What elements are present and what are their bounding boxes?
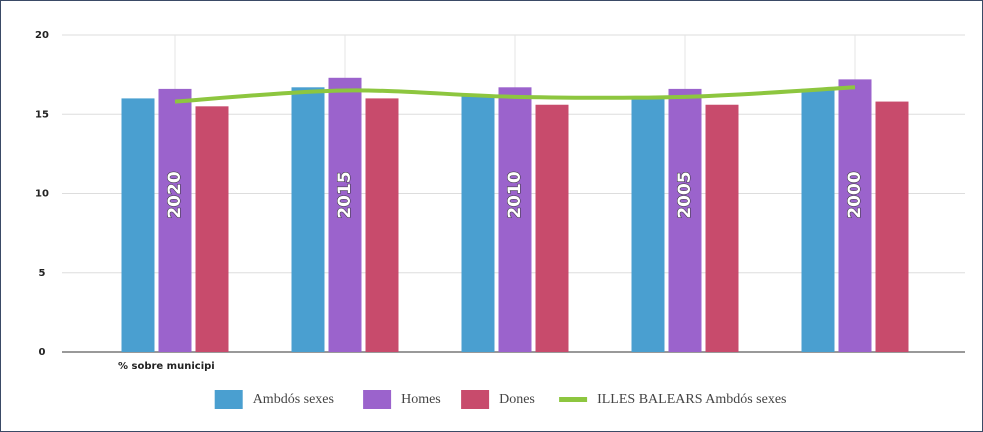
bar	[838, 79, 872, 352]
bar	[498, 87, 532, 353]
bar	[631, 96, 665, 352]
x-axis-label: % sobre municipi	[118, 361, 215, 372]
bar	[121, 98, 155, 353]
category-label: 2015	[335, 171, 355, 218]
bar	[365, 98, 399, 353]
bar	[875, 101, 909, 352]
category-label: 2000	[845, 171, 865, 218]
bar	[195, 106, 229, 352]
y-tick-label: 10	[35, 189, 49, 200]
bar	[668, 88, 702, 352]
line	[174, 85, 856, 104]
legend-label: Dones	[499, 392, 535, 407]
category-label: 2010	[505, 171, 525, 218]
bar	[801, 88, 835, 352]
bar	[705, 104, 739, 353]
bar	[291, 87, 325, 353]
legend-label: Homes	[401, 392, 441, 407]
y-tick-label: 20	[35, 30, 49, 41]
y-tick-label: 0	[39, 347, 46, 358]
legend-swatch	[461, 390, 490, 409]
bar	[328, 77, 362, 353]
category-label: 2005	[675, 171, 695, 218]
bar	[158, 88, 192, 352]
bar	[461, 95, 495, 352]
bar	[535, 104, 569, 353]
y-tick-label: 15	[35, 109, 49, 120]
y-tick-label: 5	[39, 268, 46, 279]
legend-swatch	[559, 397, 588, 402]
legend-swatch	[363, 390, 392, 409]
legend-label: ILLES BALEARS Ambdós sexes	[597, 392, 786, 407]
legend-swatch	[214, 390, 243, 409]
legend-label: Ambdós sexes	[253, 392, 334, 407]
category-label: 2020	[165, 171, 185, 218]
